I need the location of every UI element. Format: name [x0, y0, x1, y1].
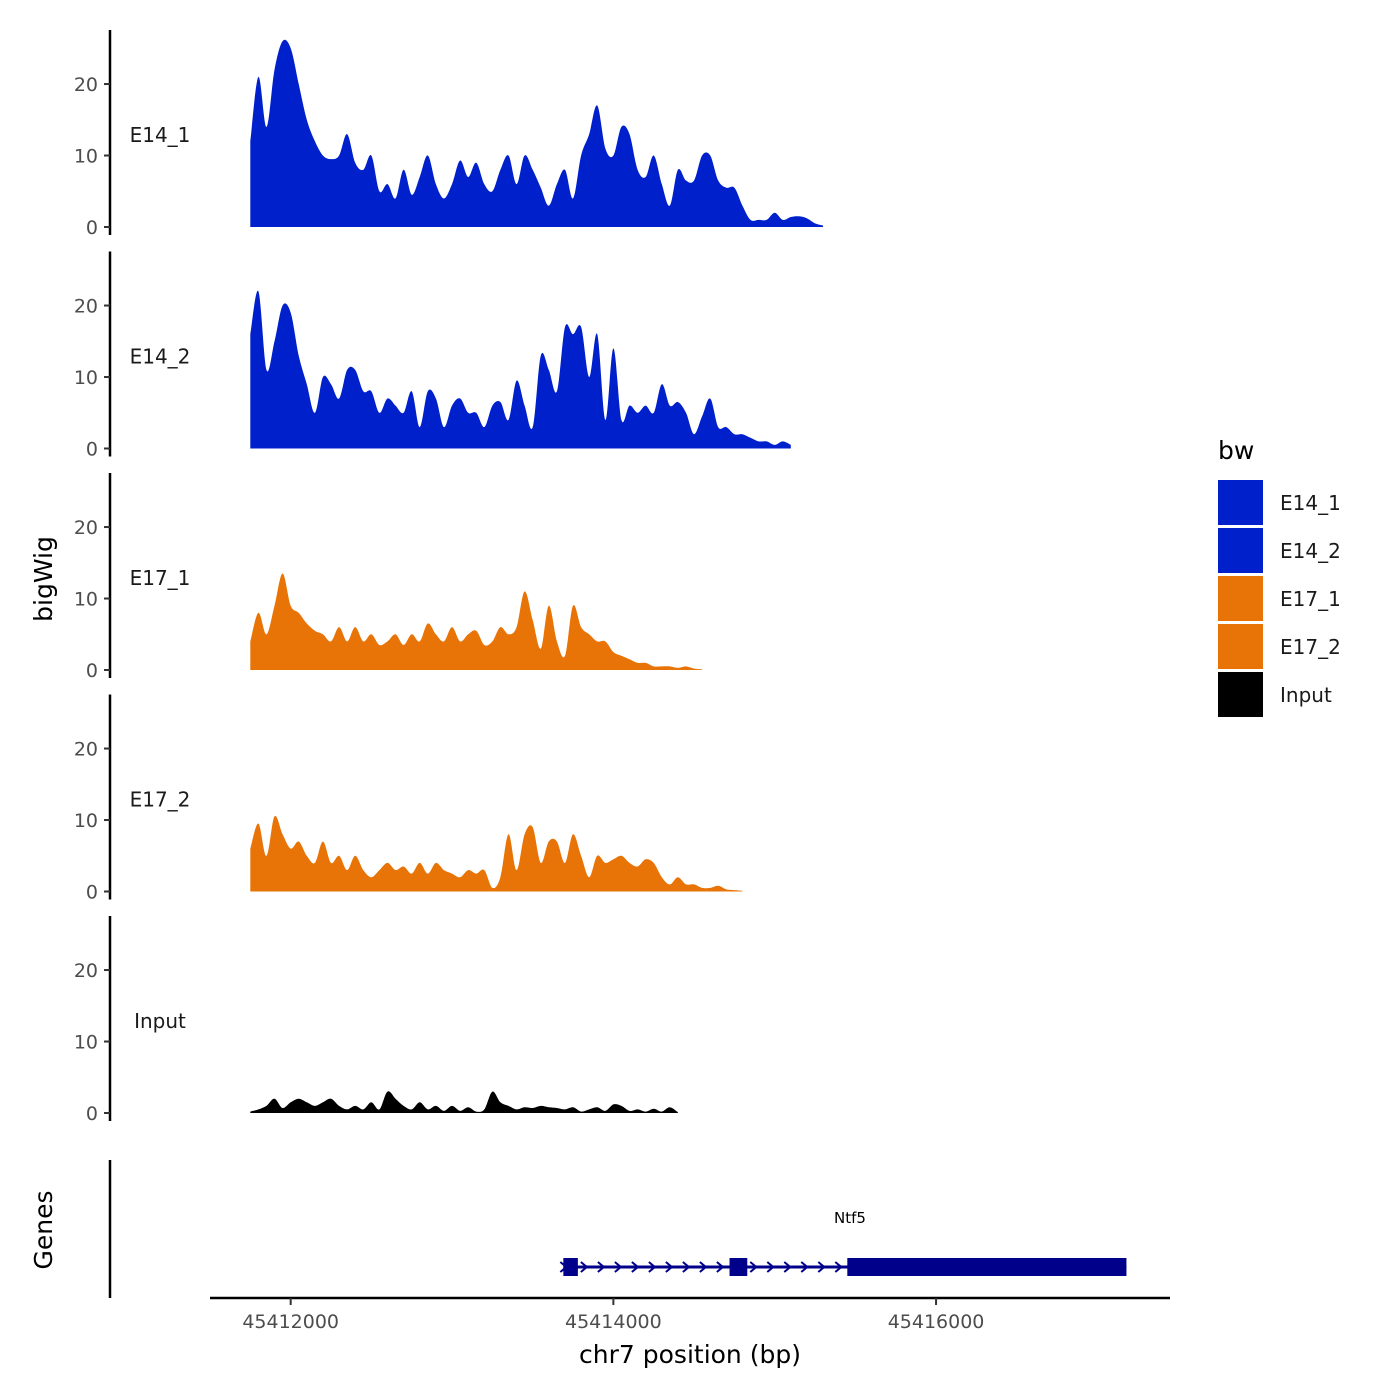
legend: bw E14_1 E14_2 E17_1 E17_2 Input — [1218, 436, 1341, 717]
y-tick-label: 10 — [74, 589, 98, 611]
strand-chevron — [580, 1261, 589, 1273]
strand-chevron — [665, 1261, 674, 1273]
y-tick-label: 10 — [74, 146, 98, 168]
track-e17_1: 0 10 20 E17_1 — [74, 473, 703, 682]
legend-key-e17_1 — [1218, 576, 1263, 621]
track-label: Input — [134, 1009, 186, 1033]
signal-area-input — [250, 1091, 678, 1113]
strand-chevron — [648, 1261, 657, 1273]
legend-key-e14_1 — [1218, 480, 1263, 525]
y-tick-label: 20 — [74, 517, 98, 539]
legend-key-e14_2 — [1218, 528, 1263, 573]
y-tick-label: 20 — [74, 74, 98, 96]
x-tick-label: 45414000 — [565, 1311, 662, 1333]
track-e14_2: 0 10 20 E14_2 — [74, 251, 791, 461]
gene-exon-3 — [847, 1258, 1127, 1276]
track-e14_1: 0 10 20 E14_1 — [74, 30, 824, 239]
track-label: E17_2 — [130, 788, 191, 812]
strand-chevron — [800, 1261, 809, 1273]
y-axis-title: bigWig — [29, 536, 58, 622]
signal-area-e14_2 — [250, 290, 791, 449]
x-axis-title: chr7 position (bp) — [579, 1340, 801, 1369]
y-tick-label: 10 — [74, 1032, 98, 1054]
legend-label: E17_2 — [1280, 635, 1341, 659]
x-tick-label: 45416000 — [888, 1311, 985, 1333]
strand-chevron — [749, 1261, 758, 1273]
strand-chevron — [699, 1261, 708, 1273]
y-tick-label: 20 — [74, 296, 98, 318]
legend-label: E14_2 — [1280, 539, 1341, 563]
strand-chevron — [631, 1261, 640, 1273]
strand-chevron — [817, 1261, 826, 1273]
signal-area-e14_1 — [250, 39, 824, 227]
y-tick-label: 20 — [74, 960, 98, 982]
strand-chevron — [682, 1261, 691, 1273]
legend-label: Input — [1280, 683, 1332, 707]
strand-chevron — [614, 1261, 623, 1273]
y-tick-label: 20 — [74, 739, 98, 761]
gene-track: Ntf5 — [108, 1160, 1127, 1298]
track-input: 0 10 20 Input — [74, 916, 678, 1125]
gene-exon-2 — [729, 1258, 748, 1276]
genes-track-title: Genes — [29, 1190, 58, 1269]
signal-area-e17_2 — [250, 815, 743, 892]
signal-area-e17_1 — [250, 573, 703, 670]
track-label: E14_1 — [130, 123, 191, 147]
signal-tracks: 0 10 20 E14_1 0 10 20 E14_2 0 10 20 E17_1 0 10 20 E17_2… — [74, 30, 824, 1125]
y-tick-label: 0 — [86, 882, 98, 904]
legend-label: E17_1 — [1280, 587, 1341, 611]
strand-chevron — [597, 1261, 606, 1273]
strand-chevron — [834, 1261, 843, 1273]
y-tick-label: 0 — [86, 217, 98, 239]
gene-exon-1 — [563, 1258, 578, 1276]
legend-label: E14_1 — [1280, 491, 1341, 515]
legend-title: bw — [1218, 436, 1254, 465]
track-e17_2: 0 10 20 E17_2 — [74, 694, 743, 904]
y-tick-label: 0 — [86, 439, 98, 461]
x-tick-label: 45412000 — [242, 1311, 339, 1333]
strand-chevron — [716, 1261, 725, 1273]
track-label: E17_1 — [130, 566, 191, 590]
strand-chevron — [766, 1261, 775, 1273]
y-tick-label: 0 — [86, 660, 98, 682]
y-tick-label: 10 — [74, 810, 98, 832]
gene-name-label: Ntf5 — [834, 1209, 866, 1227]
strand-chevron — [783, 1261, 792, 1273]
track-label: E14_2 — [130, 345, 191, 369]
x-axis: 45412000 45414000 45416000 — [210, 1296, 1170, 1333]
legend-key-input — [1218, 672, 1263, 717]
y-tick-label: 0 — [86, 1103, 98, 1125]
y-tick-label: 10 — [74, 367, 98, 389]
legend-key-e17_2 — [1218, 624, 1263, 669]
